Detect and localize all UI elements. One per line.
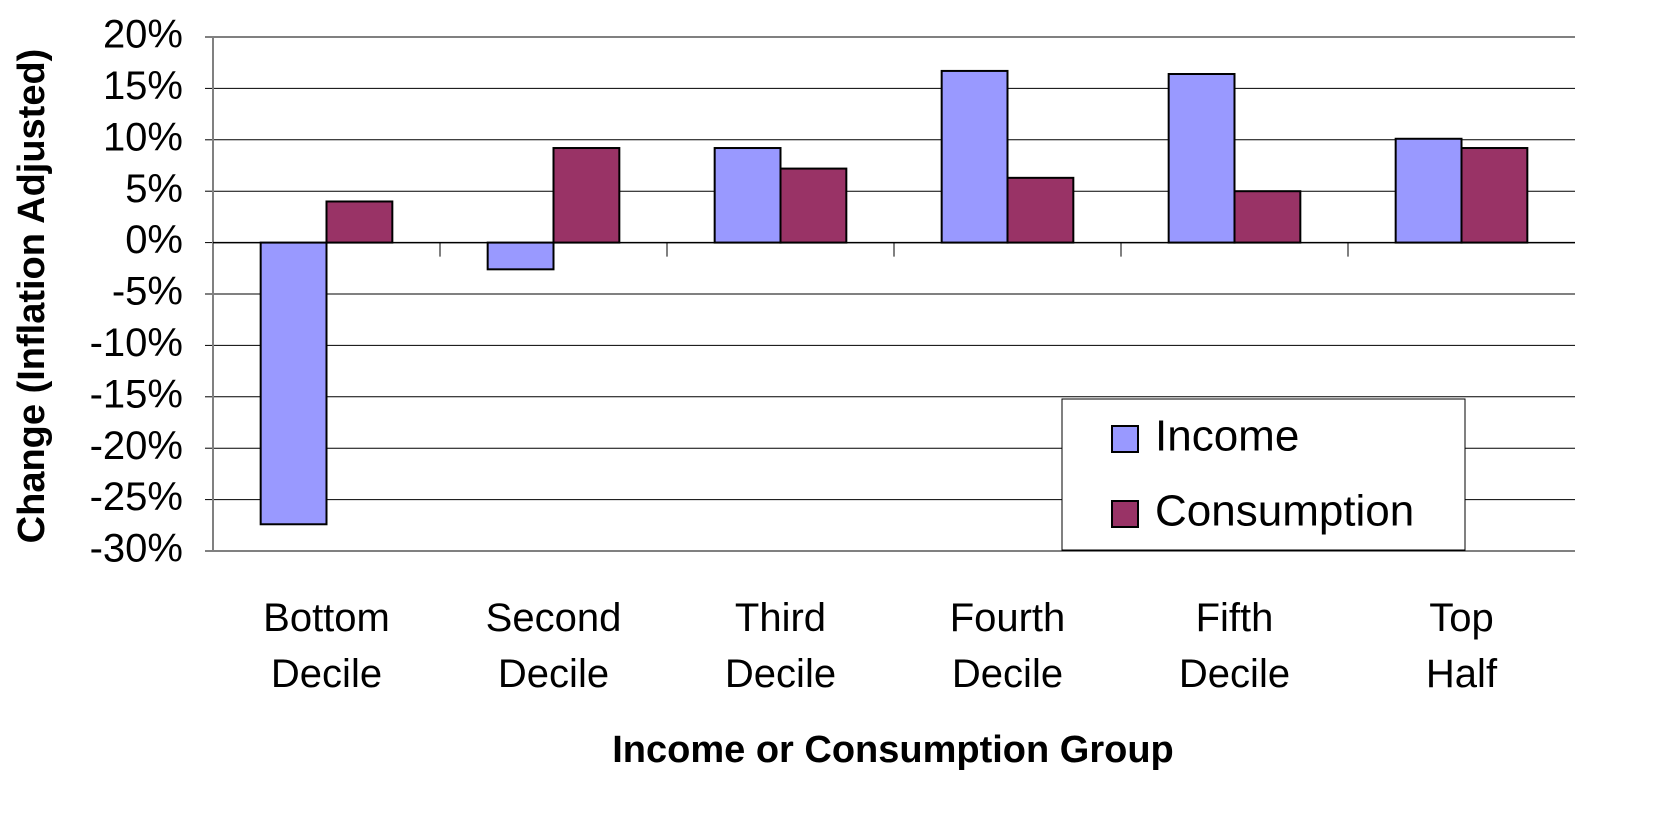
y-tick-label: 20% [103,13,183,57]
y-tick-label: 10% [103,115,183,159]
bar [713,147,782,244]
y-tick-label: -15% [90,372,183,416]
y-tick-label: -30% [90,527,183,571]
legend-swatch [1111,500,1139,528]
y-tick-label: -25% [90,475,183,519]
bar [1394,137,1463,244]
y-tick-label: 0% [125,218,183,262]
bar [325,200,394,244]
y-tick-label: 15% [103,64,183,108]
x-tick-label: Second Decile [486,596,622,696]
y-tick-label: 5% [125,167,183,211]
x-tick-label: Bottom Decile [263,596,390,696]
legend-swatch [1111,425,1139,453]
legend: Income Consumption [1061,398,1466,551]
bar [552,147,621,244]
bar [1167,73,1236,244]
x-tick-label: Top Half [1426,596,1498,696]
y-tick-label: -5% [112,270,183,314]
legend-label: Consumption [1155,487,1414,536]
bar [940,69,1009,244]
bar [259,241,328,526]
bar [1460,147,1529,244]
x-tick-label: Fifth Decile [1179,596,1290,696]
y-axis-title: Change (Inflation Adjusted) [11,49,53,544]
bar [1006,176,1075,244]
x-tick-label: Fourth Decile [950,596,1066,696]
y-tick-label: -20% [90,424,183,468]
bar [486,241,555,271]
x-tick-label: Third Decile [725,596,836,696]
bar [1233,190,1302,244]
y-tick-label: -10% [90,321,183,365]
x-axis-title: Income or Consumption Group [612,729,1174,771]
legend-label: Income [1155,412,1299,461]
bar [779,167,848,244]
